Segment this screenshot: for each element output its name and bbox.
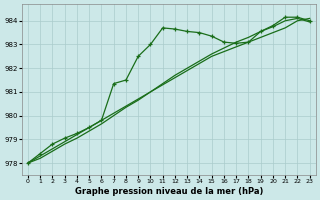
X-axis label: Graphe pression niveau de la mer (hPa): Graphe pression niveau de la mer (hPa) [75,187,263,196]
